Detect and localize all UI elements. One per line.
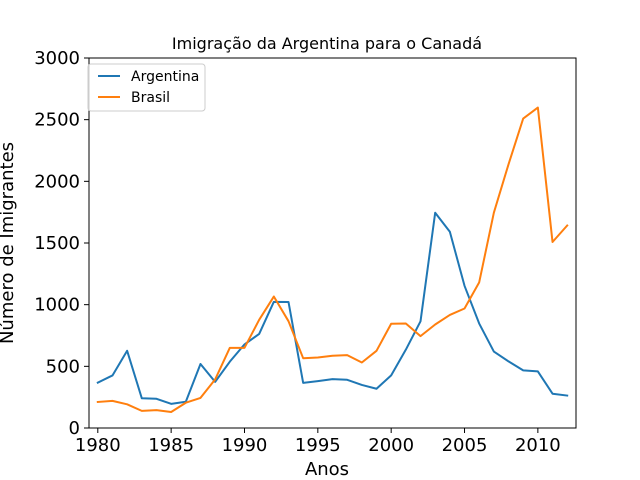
plot-area [88, 57, 577, 429]
y-axis-label: Número de Imigrantes [0, 142, 18, 344]
x-tick-label: 2010 [515, 435, 561, 456]
y-tick-label: 2000 [34, 171, 80, 192]
x-axis-label: Anos [305, 459, 349, 480]
chart-title: Imigração da Argentina para o Canadá [172, 34, 482, 53]
legend-label-argentina: Argentina [131, 69, 199, 85]
y-tick-label: 2500 [34, 110, 80, 131]
x-tick-label: 1995 [295, 435, 341, 456]
y-tick-label: 500 [46, 356, 80, 377]
x-axis: 1980 1985 1990 1995 2000 2005 2010 [75, 428, 561, 456]
x-tick-label: 2005 [442, 435, 488, 456]
y-tick-label: 0 [69, 418, 80, 439]
series-line-argentina [96, 211, 569, 405]
x-tick-label: 2000 [368, 435, 414, 456]
y-tick-label: 3000 [34, 48, 80, 69]
y-tick-label: 1000 [34, 295, 80, 316]
y-axis: 0 500 1000 1500 2000 2500 3000 [34, 48, 89, 439]
x-tick-label: 1980 [75, 435, 121, 456]
x-tick-label: 1990 [222, 435, 268, 456]
series-line-brasil [96, 106, 569, 413]
x-tick-label: 1985 [148, 435, 194, 456]
legend: Argentina Brasil [87, 63, 206, 112]
y-tick-label: 1500 [34, 233, 80, 254]
plot-frame [88, 57, 577, 429]
legend-label-brasil: Brasil [131, 90, 170, 106]
